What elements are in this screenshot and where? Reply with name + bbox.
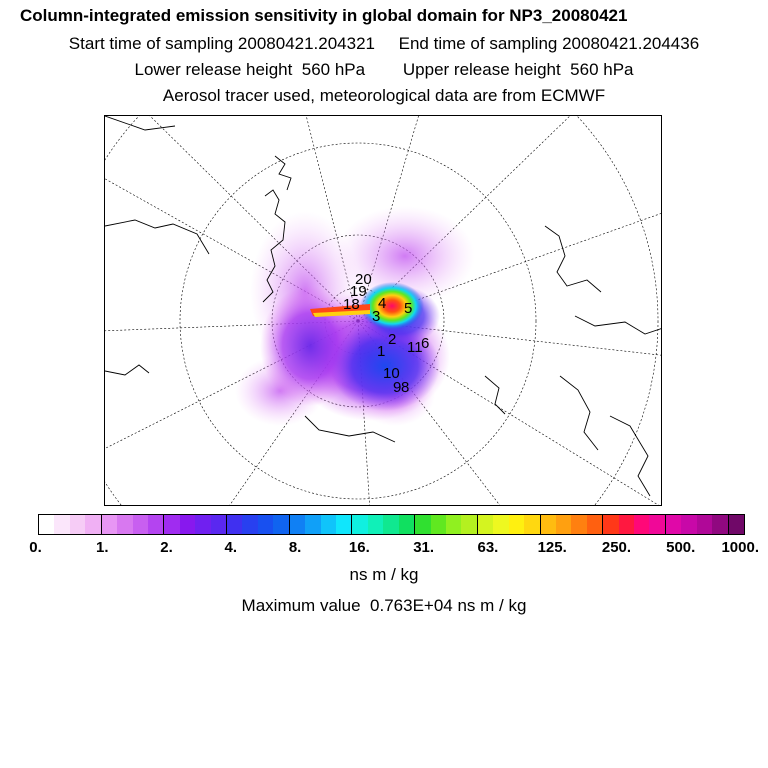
colorbar-tick-label: 16. <box>348 539 370 556</box>
colorbar-swatch <box>555 515 572 534</box>
colorbar-swatch <box>179 515 196 534</box>
map-canvas: 20 19 18 4 5 3 2 1 11 6 10 9 8 <box>105 116 661 505</box>
colorbar-swatch <box>665 515 682 534</box>
trajectory-label: 20 <box>355 271 372 288</box>
colorbar-swatch <box>352 515 368 534</box>
colorbar-swatch <box>493 515 509 534</box>
colorbar-swatch <box>320 515 337 534</box>
colorbar-tick-label: 125. <box>537 539 567 556</box>
colorbar-swatch <box>273 515 290 534</box>
title-line-2: Start time of sampling 20080421.204321 E… <box>68 34 700 53</box>
colorbar-swatch <box>367 515 384 534</box>
colorbar-swatch <box>586 515 604 534</box>
colorbar-swatch <box>712 515 729 534</box>
trajectory-label: 6 <box>421 335 429 352</box>
colorbar-swatch <box>540 515 556 534</box>
colorbar-swatch <box>147 515 165 534</box>
colorbar-swatch <box>524 515 541 534</box>
colorbar-swatch <box>571 515 587 534</box>
trajectory-label: 10 <box>383 365 400 382</box>
colorbar-tick-label: 1. <box>96 539 109 556</box>
colorbar-swatch <box>289 515 306 534</box>
coastlines <box>105 116 661 497</box>
colorbar-swatch <box>415 515 431 534</box>
trajectory-label: 19 <box>350 283 367 300</box>
trajectory-label: 5 <box>404 300 412 317</box>
title-line-3: Lower release height 560 hPa Upper relea… <box>134 60 634 79</box>
trajectory-label: 2 <box>388 331 396 348</box>
trajectory-label: 1 <box>377 343 385 360</box>
title-line-4: Aerosol tracer used, meteorological data… <box>162 86 606 105</box>
colorbar-swatch <box>728 515 744 534</box>
trajectory-label: 18 <box>343 296 360 313</box>
colorbar-swatch <box>242 515 258 534</box>
colorbar-swatch <box>117 515 133 534</box>
colorbar-tick-label: 4. <box>224 539 238 556</box>
sensitivity-field <box>235 206 475 426</box>
colorbar-tick-label: 1000. <box>721 539 759 556</box>
trajectory-label: 3 <box>372 308 380 325</box>
colorbar-swatch <box>649 515 666 534</box>
colorbar <box>38 514 745 535</box>
polar-map: 20 19 18 4 5 3 2 1 11 6 10 9 8 <box>104 115 662 506</box>
colorbar-swatch <box>39 515 55 534</box>
colorbar-swatch <box>696 515 713 534</box>
colorbar-swatch <box>477 515 494 534</box>
colorbar-swatch <box>398 515 416 534</box>
colorbar-swatch <box>634 515 650 534</box>
colorbar-swatch <box>227 515 243 534</box>
colorbar-tick-label: 8. <box>288 539 302 556</box>
colorbar-tick-label: 500. <box>666 539 696 556</box>
title-line-1: Column-integrated emission sensitivity i… <box>20 6 628 25</box>
colorbar-swatch <box>305 515 321 534</box>
trajectory-label: 4 <box>378 295 386 312</box>
colorbar-swatch <box>210 515 228 534</box>
trajectory-labels: 20 19 18 4 5 3 2 1 11 6 10 9 8 <box>343 271 429 396</box>
colorbar-tick-label: 250. <box>601 539 632 556</box>
colorbar-unit: ns m / kg <box>349 565 419 584</box>
colorbar-swatch <box>85 515 102 534</box>
colorbar-swatch <box>461 515 478 534</box>
colorbar-swatch <box>508 515 525 534</box>
colorbar-swatch <box>336 515 353 534</box>
trajectory-label: 8 <box>401 379 409 396</box>
colorbar-swatch <box>132 515 148 534</box>
colorbar-tick-label: 31. <box>413 539 435 556</box>
colorbar-swatch <box>164 515 180 534</box>
colorbar-swatch <box>445 515 462 534</box>
colorbar-swatch <box>195 515 211 534</box>
colorbar-swatch <box>383 515 399 534</box>
maximum-value: Maximum value 0.763E+04 ns m / kg <box>241 596 527 615</box>
trajectory-label: 9 <box>393 379 401 396</box>
colorbar-tick-label: 0. <box>29 539 42 556</box>
colorbar-swatch <box>430 515 446 534</box>
colorbar-swatch <box>603 515 619 534</box>
colorbar-swatch <box>618 515 635 534</box>
trajectory-label: 11 <box>407 339 423 356</box>
colorbar-tick-label: 63. <box>477 539 499 556</box>
colorbar-swatch <box>681 515 697 534</box>
colorbar-tick-label: 2. <box>160 539 173 556</box>
colorbar-swatch <box>101 515 118 534</box>
colorbar-swatch <box>257 515 274 534</box>
colorbar-swatch <box>69 515 86 534</box>
colorbar-swatch <box>54 515 70 534</box>
